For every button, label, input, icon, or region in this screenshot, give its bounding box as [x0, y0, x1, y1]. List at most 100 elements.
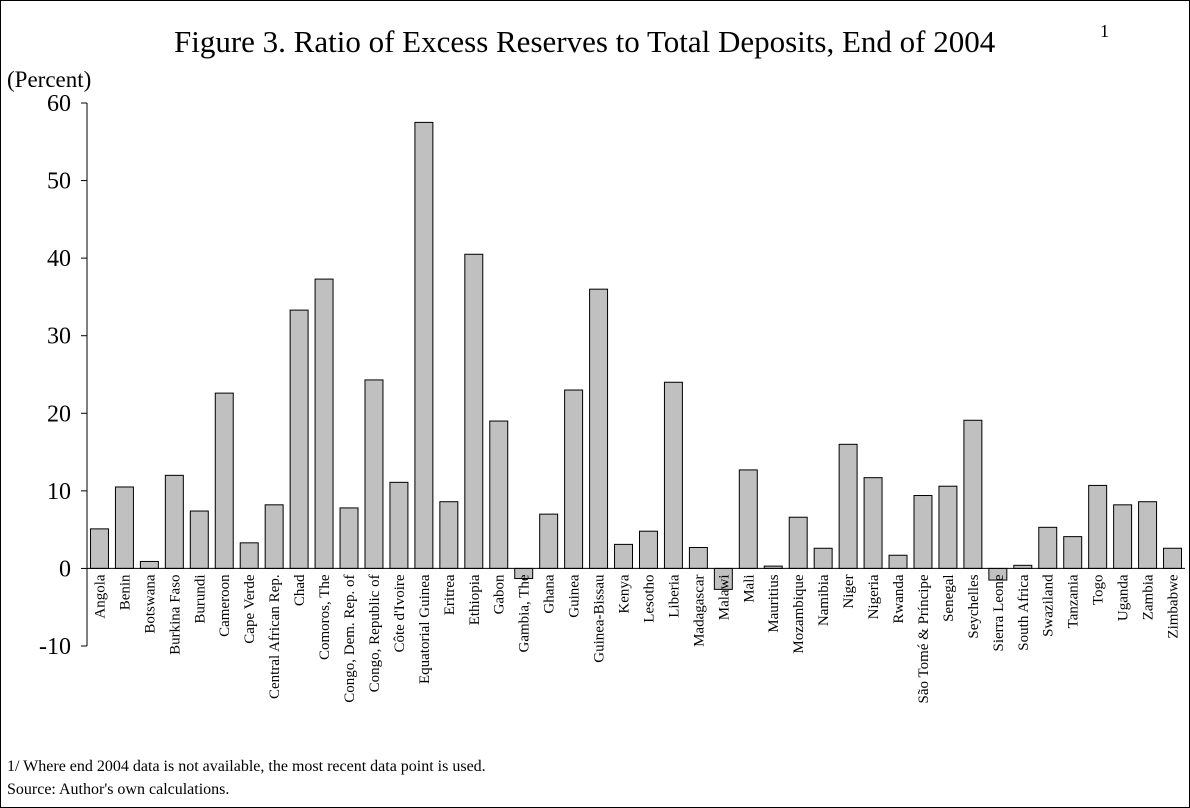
bar	[264, 504, 284, 569]
bar	[589, 288, 609, 569]
x-tick-label: Togo	[1091, 574, 1107, 605]
x-tick-label: Niger	[841, 574, 857, 608]
x-tick-label: Guinea	[567, 574, 583, 618]
x-tick-label: Malawi	[716, 574, 732, 620]
bar	[139, 560, 159, 569]
y-axis-ticks: -10 0 10 20 30 40 50 60	[39, 91, 87, 660]
x-tick-label: Gabon	[492, 574, 508, 614]
y-tick-label: -10	[39, 634, 71, 660]
x-tick-label: Angola	[92, 574, 108, 619]
bar	[414, 121, 434, 569]
x-tick-label: South Africa	[1016, 574, 1032, 651]
bar	[1113, 504, 1133, 569]
x-tick-label: Botswana	[142, 574, 158, 634]
bar	[339, 507, 359, 569]
bar	[239, 542, 259, 569]
bar	[1038, 526, 1058, 569]
bar	[938, 485, 958, 569]
bar	[863, 477, 883, 569]
bar	[614, 543, 634, 569]
chart-title: Figure 3. Ratio of Excess Reserves to To…	[174, 24, 996, 59]
x-tick-label: Lesotho	[641, 574, 657, 622]
chart-title-superscript: 1	[1100, 21, 1109, 41]
x-tick-label: Equatorial Guinea	[417, 574, 433, 684]
x-tick-label: Côte d'Ivoire	[392, 574, 408, 652]
bar	[638, 530, 658, 569]
x-tick-label: Zimbabwe	[1166, 574, 1182, 638]
bar	[314, 278, 334, 569]
bar	[838, 443, 858, 569]
x-tick-label: Guinea-Bissau	[592, 574, 608, 663]
x-tick-label: Congo, Dem. Rep. of	[342, 574, 358, 702]
bar	[289, 309, 309, 569]
bar	[888, 554, 908, 569]
x-tick-label: Comoros, The	[317, 574, 333, 660]
y-tick-label: 10	[47, 479, 71, 505]
x-tick-label: Liberia	[666, 574, 682, 618]
bars	[89, 121, 1183, 590]
bar	[963, 419, 983, 569]
y-tick-label: 50	[47, 169, 71, 195]
x-tick-label: Tanzania	[1066, 574, 1082, 628]
x-tick-label: Kenya	[617, 574, 633, 613]
bar	[788, 516, 808, 569]
bar	[688, 546, 708, 569]
x-tick-label: Senegal	[941, 574, 957, 621]
y-tick-label: 40	[47, 246, 71, 272]
x-tick-label: Cameroon	[217, 574, 233, 637]
x-tick-label: Mozambique	[791, 574, 807, 653]
axes	[86, 103, 1185, 646]
y-tick-label: 0	[59, 556, 71, 582]
bar	[913, 495, 933, 569]
x-tick-label: Benin	[117, 574, 133, 610]
bar	[464, 253, 484, 569]
bar	[114, 486, 134, 569]
bar	[389, 481, 409, 569]
x-tick-label: Swaziland	[1041, 574, 1057, 637]
x-tick-label: Burundi	[192, 574, 208, 623]
footnote: 1/ Where end 2004 data is not available,…	[7, 758, 486, 775]
bar	[539, 513, 559, 569]
x-tick-label: São Tomé & Príncipe	[916, 574, 932, 703]
y-tick-label: 60	[47, 91, 71, 117]
x-tick-label: Seychelles	[966, 574, 982, 638]
x-tick-label: Nigeria	[866, 574, 882, 619]
x-axis-tick-labels: Angola Benin Botswana Burkina Faso Burundi Ca…	[92, 574, 1181, 704]
y-tick-label: 30	[47, 324, 71, 350]
x-tick-label: Eritrea	[442, 574, 458, 615]
bar	[1163, 547, 1183, 569]
bar	[1138, 501, 1158, 569]
bar	[164, 474, 184, 569]
x-tick-label: Burkina Faso	[167, 574, 183, 654]
bar	[1063, 536, 1083, 569]
y-tick-label: 20	[47, 401, 71, 427]
bar	[189, 510, 209, 569]
x-tick-label: Sierra Leone	[991, 574, 1007, 651]
x-tick-label: Cape Verde	[242, 574, 258, 644]
x-tick-label: Chad	[292, 574, 308, 606]
x-tick-label: Namibia	[816, 574, 832, 626]
y-axis-unit-label: (Percent)	[7, 67, 91, 92]
bar	[439, 501, 459, 569]
source-note: Source: Author's own calculations.	[7, 781, 230, 798]
bar	[663, 381, 683, 569]
bar	[89, 528, 109, 569]
bar	[1088, 484, 1108, 569]
x-tick-label: Congo, Republic of	[367, 574, 383, 692]
x-tick-label: Gambia, The	[517, 574, 533, 652]
x-tick-label: Mali	[741, 574, 757, 602]
bar	[364, 379, 384, 569]
x-tick-label: Madagascar	[691, 574, 707, 646]
x-tick-label: Zambia	[1141, 574, 1157, 620]
x-tick-label: Rwanda	[891, 574, 907, 623]
bar	[564, 389, 584, 569]
x-tick-label: Mauritius	[766, 574, 782, 632]
x-tick-label: Uganda	[1116, 574, 1132, 621]
bar	[738, 469, 758, 569]
x-tick-label: Central African Rep.	[267, 574, 283, 699]
bar	[489, 420, 509, 569]
bar	[214, 392, 234, 569]
x-tick-label: Ghana	[542, 574, 558, 613]
